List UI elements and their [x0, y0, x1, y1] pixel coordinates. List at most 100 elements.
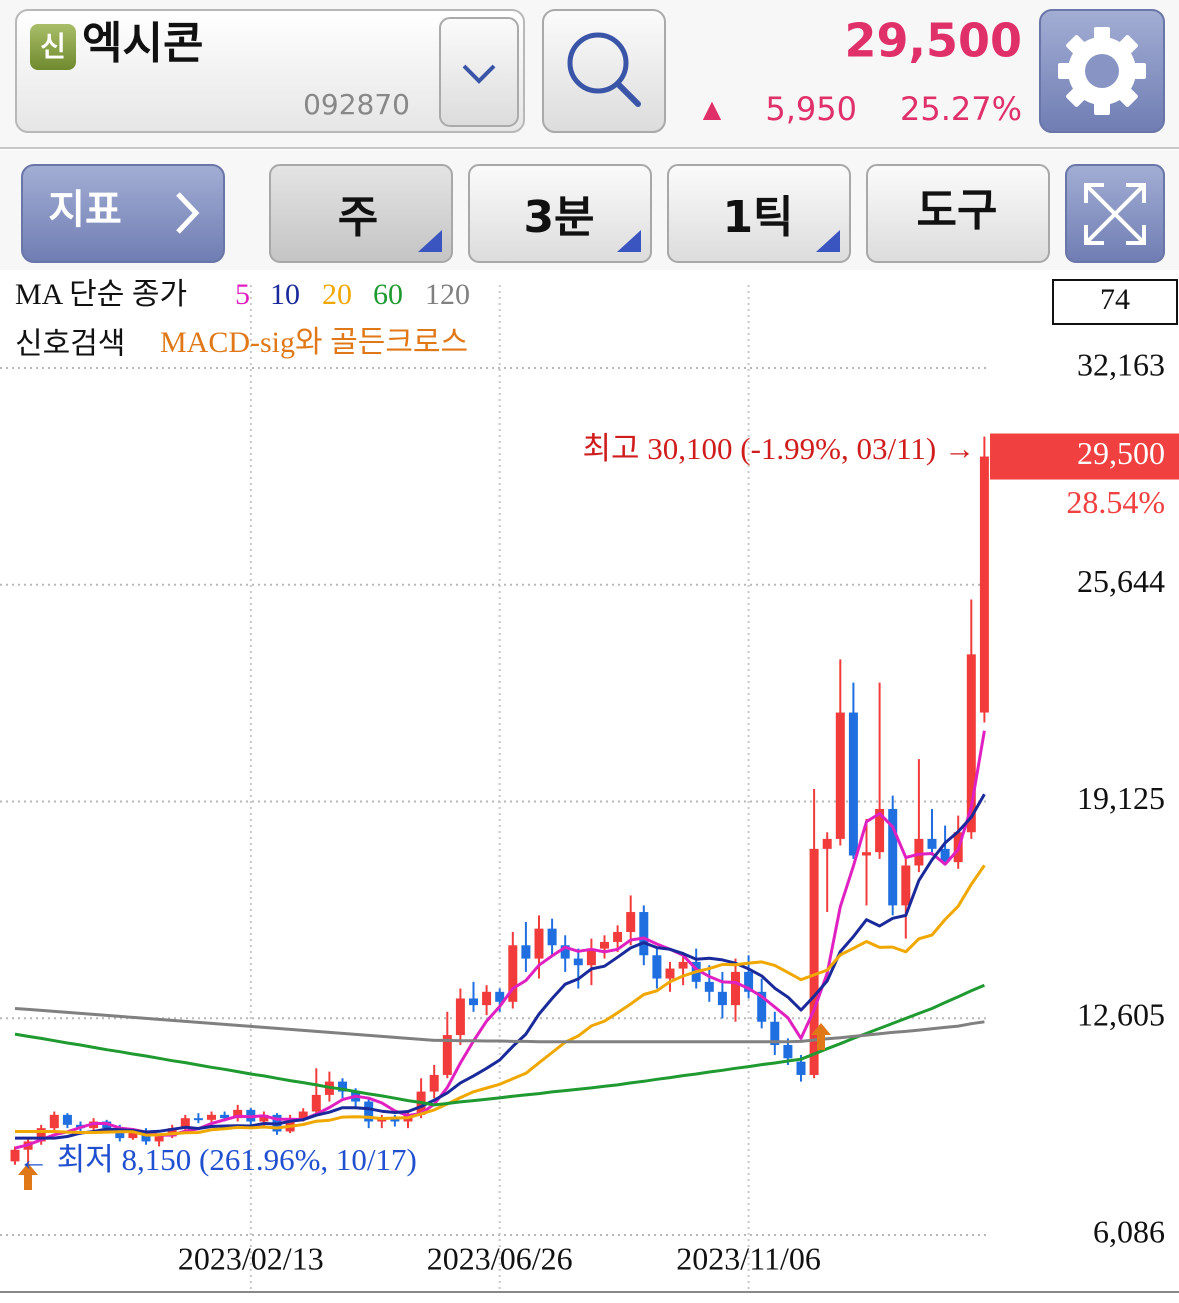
candle-body — [154, 1136, 164, 1142]
indicator-button[interactable] — [21, 164, 225, 263]
candle-body — [298, 1111, 308, 1119]
candle-body — [717, 991, 727, 1006]
search-icon-handle — [615, 81, 641, 107]
candle-body — [364, 1101, 374, 1122]
search-icon — [567, 32, 629, 94]
ma-line — [15, 864, 986, 1137]
candle-body — [180, 1118, 190, 1129]
candle-body — [220, 1114, 230, 1119]
stock-code: 092870 — [303, 88, 410, 121]
indicator-chevron — [176, 192, 200, 234]
tick-button-text: 1틱 — [722, 192, 793, 243]
minute-button[interactable] — [468, 164, 652, 263]
change-arrow: ▲ — [703, 95, 722, 123]
candle-body — [979, 456, 989, 713]
period-button-text: 주 — [338, 192, 378, 243]
badge-text: 신 — [40, 30, 66, 63]
candle-body — [10, 1149, 20, 1162]
candle-body — [429, 1074, 439, 1092]
period-button[interactable] — [269, 164, 453, 263]
candle-body — [848, 712, 858, 856]
minute-button-text: 3분 — [523, 192, 594, 243]
candle-body — [914, 838, 924, 866]
candle-body — [495, 991, 505, 1002]
candle-body — [731, 971, 740, 1006]
candle-body — [469, 998, 478, 1006]
tool-button[interactable] — [866, 164, 1050, 263]
tick-button[interactable] — [667, 164, 851, 263]
candle-body — [822, 838, 832, 849]
ma-line — [15, 793, 986, 1140]
indicator-button-text: 지표 — [48, 187, 122, 233]
candle-body — [586, 948, 596, 966]
candle-body — [128, 1131, 138, 1139]
candle-body — [757, 991, 767, 1022]
signal-arrow — [811, 1023, 831, 1050]
y-tick-label: 6,086 — [1093, 1213, 1165, 1249]
dropdown-button[interactable] — [439, 17, 519, 127]
scale-box — [1052, 279, 1178, 325]
last-price-change: 28.54% — [1066, 484, 1165, 520]
candle-body — [442, 1035, 452, 1075]
candle-body — [862, 852, 871, 856]
candle-body — [207, 1114, 216, 1120]
x-tick-label: 2023/02/13 — [178, 1240, 324, 1276]
candle-body — [193, 1118, 203, 1121]
candle-body — [704, 981, 714, 992]
candle-body — [875, 808, 885, 853]
candle-body — [626, 912, 636, 932]
expand-icon — [1084, 183, 1146, 245]
market-badge — [30, 24, 76, 70]
candle-body — [311, 1094, 321, 1112]
candle-body — [744, 971, 754, 992]
legend-entry: 10 — [270, 278, 300, 311]
candle-body — [482, 991, 492, 1006]
candle-body — [927, 838, 937, 849]
candle-body — [888, 808, 898, 906]
candle-body — [796, 1061, 806, 1075]
low-annotation: ← 최저 8,150 (261.96%, 10/17) — [18, 1142, 417, 1177]
x-tick-label: 2023/11/06 — [676, 1240, 821, 1276]
button-corner — [418, 230, 442, 252]
candle-body — [49, 1114, 59, 1129]
signal-label: 신호검색 — [15, 327, 125, 362]
candle-body — [62, 1114, 72, 1125]
candle-body — [547, 928, 557, 946]
y-tick-label: 25,644 — [1077, 563, 1165, 599]
candle-body — [783, 1045, 793, 1059]
candle-body — [508, 945, 518, 1002]
stock-selector[interactable] — [15, 9, 525, 133]
legend-entry: 5 — [235, 278, 250, 311]
change-rate: 25.27% — [900, 90, 1022, 128]
signal-name: MACD-sig와 골든크로스 — [160, 326, 468, 359]
button-corner — [617, 230, 641, 252]
candle-body — [233, 1109, 243, 1119]
search-button[interactable] — [542, 9, 666, 133]
candle-body — [259, 1114, 269, 1122]
y-tick-label: 19,125 — [1077, 780, 1165, 816]
legend-entry: 120 — [425, 278, 470, 311]
plot — [10, 436, 989, 1167]
last-price-label: 29,500 — [1077, 435, 1165, 471]
ma-legend-title: MA 단순 종가 — [15, 278, 187, 311]
signal-arrow — [18, 1163, 38, 1190]
candle-body — [36, 1128, 46, 1142]
candle-body — [573, 958, 583, 966]
current-price: 29,500 — [844, 14, 1022, 68]
high-annotation: 최고 30,100 (-1.99%, 03/11) → — [582, 431, 975, 466]
y-tick-label: 32,163 — [1077, 346, 1165, 382]
button-corner — [816, 230, 840, 252]
candle-body — [678, 961, 688, 969]
candle-body — [390, 1118, 400, 1122]
candle-body — [338, 1081, 347, 1092]
candle-body — [534, 928, 544, 959]
candle-body — [901, 865, 911, 906]
gear-icon — [1058, 27, 1146, 115]
price-change: 5,950 — [765, 90, 857, 128]
tool-button-text: 도구 — [917, 185, 998, 236]
candle-body — [835, 712, 845, 839]
legend-entry: 60 — [373, 278, 403, 311]
candle-body — [652, 955, 662, 979]
